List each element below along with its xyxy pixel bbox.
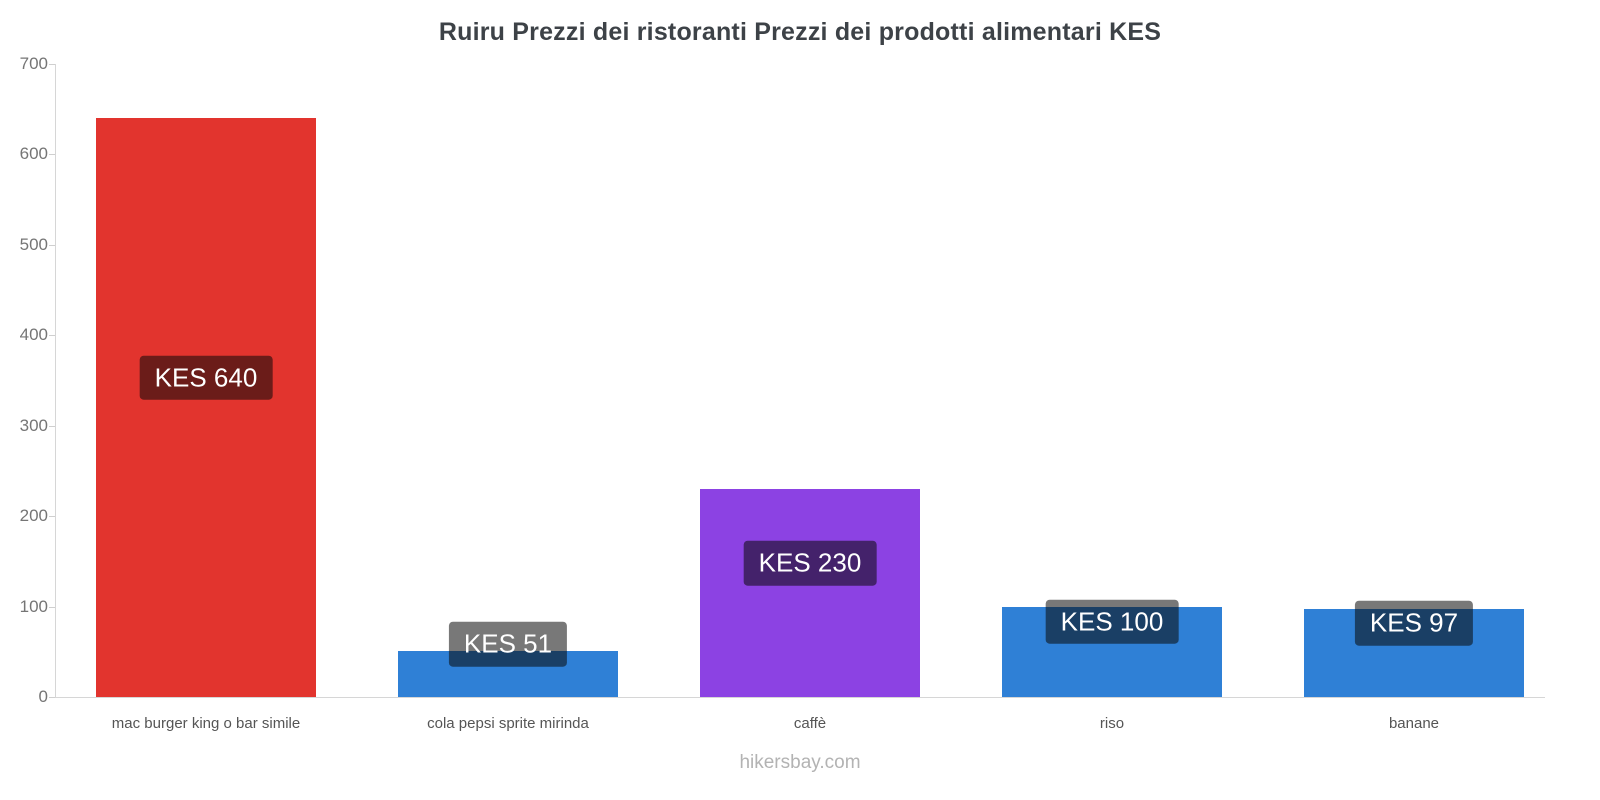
bar-value-label: KES 97 [1354, 600, 1474, 646]
y-tick-mark [49, 244, 55, 246]
y-tick-mark [49, 335, 55, 337]
x-axis-label: cola pepsi sprite mirinda [427, 715, 589, 732]
y-tick-mark [49, 516, 55, 518]
y-tick-mark [49, 425, 55, 427]
x-axis-label: mac burger king o bar simile [111, 715, 301, 732]
x-axis-label: caffè [793, 715, 827, 732]
x-axis-line [55, 697, 1545, 698]
y-tick-label: 200 [19, 506, 48, 526]
y-tick-mark [49, 154, 55, 156]
footer-watermark: hikersbay.com [739, 752, 861, 773]
x-axis-label: riso [1099, 715, 1125, 732]
bar-value-label: KES 100 [1045, 599, 1179, 645]
y-tick-label: 700 [19, 54, 48, 73]
y-tick-mark [49, 64, 55, 65]
y-tick-label: 600 [19, 144, 48, 164]
y-tick-label: 0 [38, 687, 48, 706]
bar-value-label: KES 230 [743, 540, 877, 586]
bar [700, 489, 920, 697]
bar-value-label: KES 51 [448, 621, 568, 667]
bar [96, 118, 316, 697]
plot-area: KES 640 KES 51 KES 230 KES 100 KES 97 [55, 64, 1565, 697]
y-tick-label: 100 [19, 596, 48, 616]
chart-title: Ruiru Prezzi dei ristoranti Prezzi dei p… [438, 18, 1162, 46]
y-axis-line [55, 64, 56, 698]
y-tick-mark [49, 697, 55, 698]
y-tick-label: 300 [19, 415, 48, 435]
y-tick-mark [49, 606, 55, 608]
bar-value-label: KES 640 [139, 355, 273, 400]
y-tick-label: 400 [19, 325, 48, 345]
y-tick-label: 500 [19, 234, 48, 254]
x-axis-label: banane [1388, 715, 1440, 732]
